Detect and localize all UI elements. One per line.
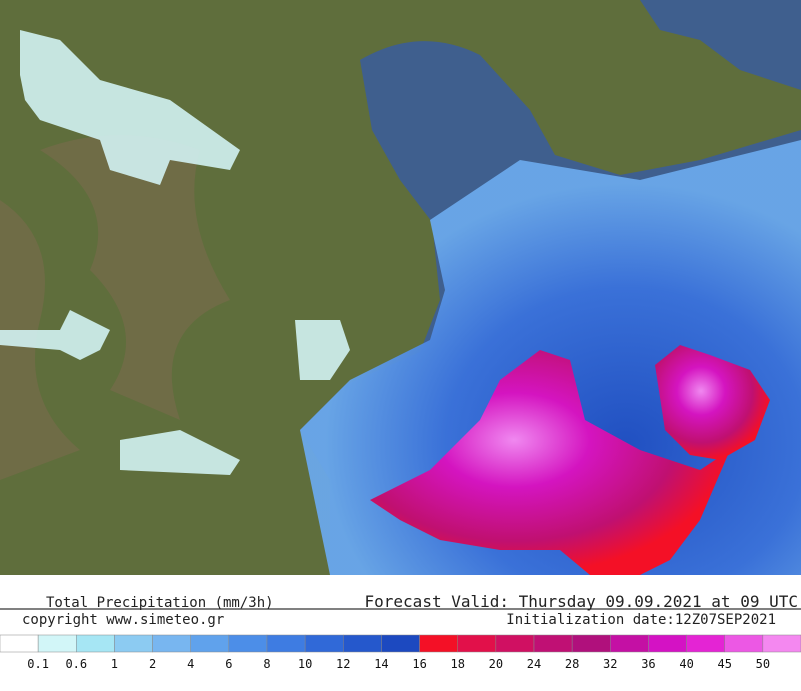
- footer-bg: [0, 575, 801, 691]
- init-date: Initialization date:12Z07SEP2021: [506, 612, 776, 628]
- legend-label: 18: [450, 657, 464, 671]
- legend-swatch: [381, 634, 420, 653]
- legend-swatch: [0, 634, 39, 653]
- legend-label: 0.6: [65, 657, 87, 671]
- legend-label: 40: [679, 657, 693, 671]
- legend-label: 36: [641, 657, 655, 671]
- legend-label: 6: [225, 657, 232, 671]
- precip-heavy: [370, 350, 730, 575]
- legend-label: 28: [565, 657, 579, 671]
- copyright: copyright www.simeteo.gr: [22, 612, 224, 628]
- legend-label: 14: [374, 657, 388, 671]
- legend-label: 8: [263, 657, 270, 671]
- legend-label: 4: [187, 657, 194, 671]
- legend-label: 20: [489, 657, 503, 671]
- precip-land: [0, 310, 350, 475]
- legend-swatch: [648, 634, 687, 653]
- legend-swatch: [37, 634, 77, 653]
- forecast-valid: Forecast Valid: Thursday 09.09.2021 at 0…: [365, 592, 798, 611]
- legend-label: 0.1: [27, 657, 49, 671]
- legend-swatch: [114, 634, 153, 653]
- legend-swatch: [610, 634, 649, 653]
- legend-swatch: [686, 634, 725, 653]
- legend-label: 2: [149, 657, 156, 671]
- product-title: Total Precipitation (mm/3h): [46, 595, 274, 611]
- legend-swatch: [152, 634, 191, 653]
- legend-label: 1: [111, 657, 118, 671]
- legend-swatch: [533, 634, 573, 653]
- legend-swatch: [76, 634, 115, 653]
- sea: [640, 0, 801, 90]
- legend-swatch: [304, 634, 344, 653]
- legend-swatch: [228, 634, 268, 653]
- legend-swatch: [571, 634, 611, 653]
- legend-label: 32: [603, 657, 617, 671]
- legend-swatch: [724, 634, 764, 653]
- legend-label: 12: [336, 657, 350, 671]
- legend-swatch: [190, 634, 230, 653]
- legend-label: 24: [527, 657, 541, 671]
- legend-swatch: [495, 634, 535, 653]
- legend-label: 16: [412, 657, 426, 671]
- relief: [0, 135, 230, 480]
- precip-land: [20, 30, 240, 185]
- legend-swatch: [343, 634, 382, 653]
- legend-label: 50: [756, 657, 770, 671]
- precip-heavy: [655, 345, 770, 460]
- legend: 0.1 0.6 1 2 4 6 8 10 12 14 16 18 20 24 28 32 36 40 45 50: [0, 634, 801, 671]
- legend-swatch: [266, 634, 306, 653]
- legend-swatch: [419, 634, 458, 653]
- legend-label: 45: [717, 657, 731, 671]
- legend-swatch: [762, 634, 801, 653]
- legend-label: 10: [298, 657, 312, 671]
- legend-swatch: [457, 634, 497, 653]
